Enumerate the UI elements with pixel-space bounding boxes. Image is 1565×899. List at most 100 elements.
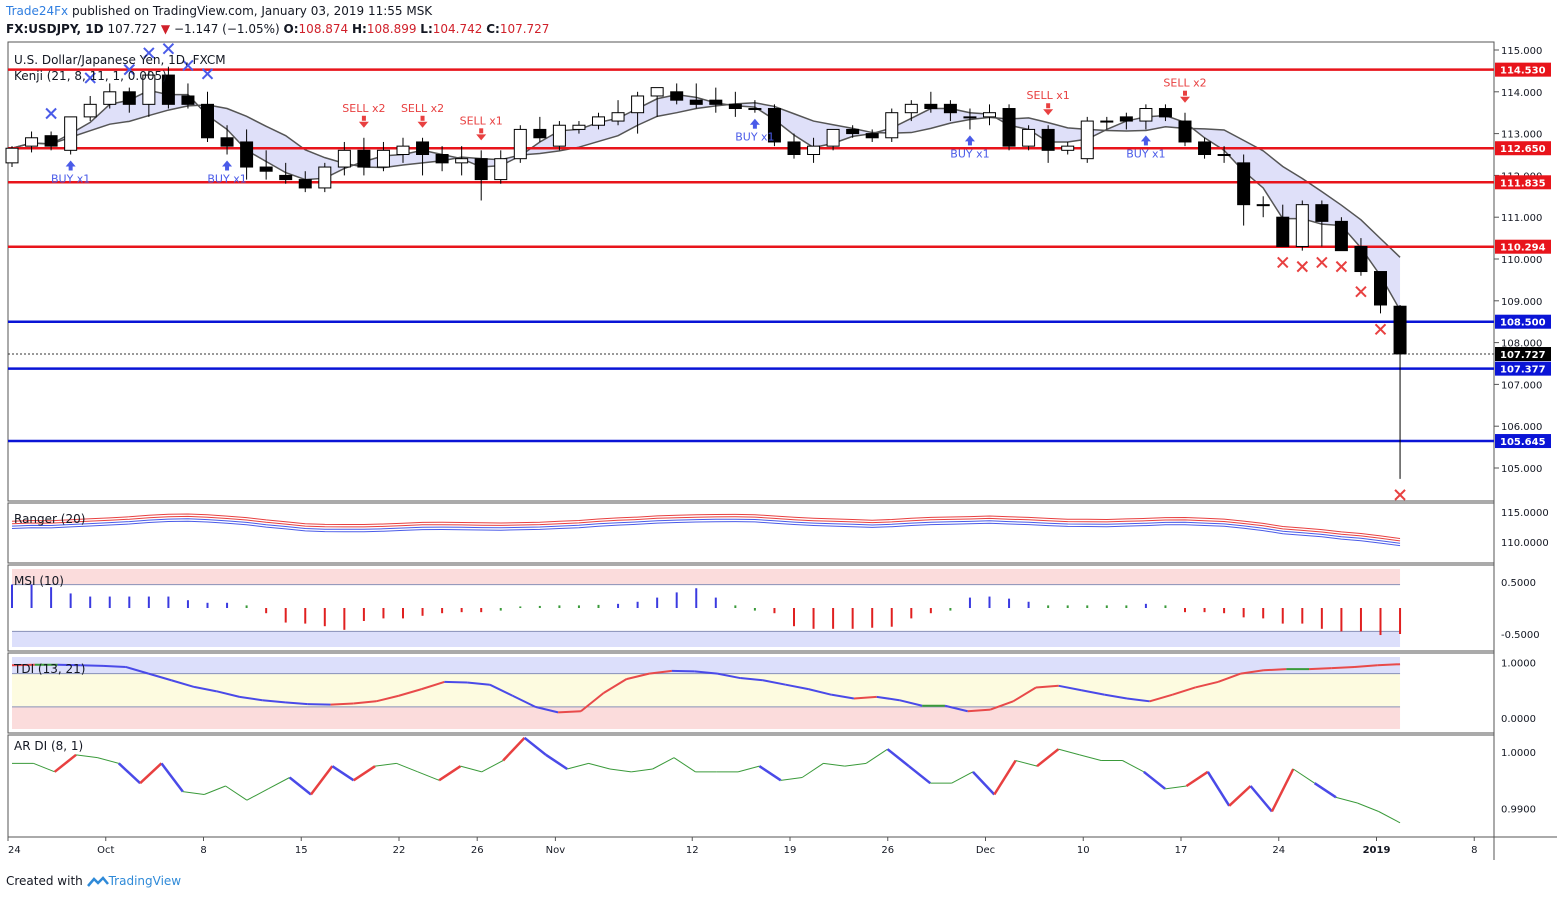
candle-body (44, 135, 58, 147)
candle-body (1002, 108, 1016, 147)
ardi-y-tick-label: 1.0000 (1501, 748, 1536, 759)
tdi-line-segment (353, 700, 377, 705)
buy-arrow-icon (222, 160, 233, 167)
candle-body (181, 95, 195, 105)
candle-body (1334, 220, 1348, 252)
ardi-line-segment (780, 777, 803, 781)
candle-body (904, 103, 918, 114)
buy-arrow-stem (225, 165, 230, 171)
ardi-line-segment (1143, 770, 1166, 790)
cross-down-icon (1335, 260, 1348, 273)
tdi-line-segment (1081, 689, 1105, 696)
ardi-line-segment (1058, 748, 1080, 756)
x-tick-label: 22 (393, 845, 406, 856)
ardi-line-segment (1206, 771, 1231, 807)
last-price-tag (1495, 347, 1551, 362)
ranger-band-line (11, 513, 1401, 539)
candle-body (767, 108, 781, 143)
ardi-line-segment (1313, 782, 1337, 799)
cross-up-icon (84, 72, 96, 84)
tradingview-link[interactable]: TradingView (108, 874, 182, 888)
tdi-line-segment (740, 677, 764, 682)
ranger-title: Ranger (20) (14, 512, 85, 526)
tdi-line-segment (1195, 680, 1219, 689)
publish-info: published on TradingView.com, January 03… (71, 4, 433, 18)
candle-body (807, 145, 821, 155)
x-tick-label: Oct (97, 845, 114, 856)
candle-body (611, 112, 625, 122)
sell-signal-label: SELL x2 (342, 102, 385, 115)
tdi-line-segment (80, 664, 104, 667)
tdi-line-segment (125, 666, 149, 675)
y-tick-label: 113.000 (1501, 130, 1542, 141)
ardi-line-segment (1378, 811, 1401, 824)
ardi-y-tick-label: 0.9900 (1501, 805, 1536, 816)
sell-arrow-icon (1180, 96, 1190, 103)
level-price-tag (1495, 239, 1551, 254)
tdi-line-segment (944, 704, 968, 713)
x-tick-label: 19 (784, 845, 797, 856)
tdi-line-segment (1331, 665, 1355, 670)
tdi-line-segment (899, 699, 923, 707)
sell-signal-label: SELL x2 (401, 102, 444, 115)
candle-body (435, 154, 449, 164)
candle-body (396, 145, 410, 155)
buy-signal-label: BUY x1 (950, 147, 989, 160)
buy-arrow-icon (65, 160, 76, 167)
tdi-line-segment (421, 680, 445, 691)
ardi-line-segment (460, 765, 482, 773)
y-tick-label: 109.000 (1501, 297, 1542, 308)
ranger-y-tick-label: 110.0000 (1501, 538, 1549, 549)
x-tick-label: 2019 (1363, 845, 1391, 856)
tdi-line-segment (512, 694, 536, 708)
candle-body (865, 133, 879, 139)
ardi-line-segment (204, 785, 226, 795)
high-label: H: (352, 22, 367, 36)
ardi-line-segment (801, 762, 824, 778)
panel-frame-ranger (7, 502, 1495, 564)
ardi-line-segment (331, 765, 355, 782)
tdi-line-segment (1308, 667, 1332, 671)
x-tick-label: 10 (1077, 845, 1090, 856)
candle-body (592, 116, 605, 126)
tdi-line-segment (398, 688, 422, 697)
tdi-line-segment (603, 678, 627, 694)
close-label: C: (486, 22, 500, 36)
buy-signal-label: BUY x1 (207, 173, 246, 186)
high-value: 108.899 (366, 22, 417, 36)
y-tick-label: 107.000 (1501, 380, 1542, 391)
candle-body (748, 108, 762, 111)
candle-body (1178, 120, 1192, 143)
author-link[interactable]: Trade24Fx (6, 4, 69, 18)
cross-down-icon (1296, 260, 1309, 273)
candle-body (220, 137, 234, 147)
ardi-line-segment (417, 771, 440, 781)
candle-body (1217, 154, 1231, 156)
tdi-y-tick-label: 1.0000 (1501, 659, 1536, 670)
level-price-tag (1495, 314, 1551, 329)
level-price-label: 107.377 (1500, 365, 1546, 376)
open-label: O: (283, 22, 299, 36)
tdi-line-segment (375, 694, 400, 703)
kenji-cloud (12, 90, 1401, 311)
tdi-line-segment (1240, 669, 1264, 675)
tdi-line-segment (57, 663, 81, 667)
tdi-line-segment (762, 679, 786, 686)
tdi-line-segment (11, 663, 35, 667)
tdi-line-segment (1035, 684, 1059, 689)
tdi-upper-zone (12, 657, 1401, 674)
tdi-line-segment (1058, 684, 1082, 692)
tdi-line-segment (284, 701, 308, 706)
tdi-line-segment (1149, 693, 1173, 703)
ardi-line-segment (182, 791, 205, 795)
tdi-line-segment (467, 681, 490, 686)
candle-body (846, 128, 860, 135)
candle-body (983, 112, 996, 118)
tdi-line-segment (1012, 686, 1037, 703)
candle-body (924, 103, 938, 110)
ardi-line-segment (309, 765, 334, 796)
ardi-line-segment (1335, 796, 1358, 804)
candle-body (1276, 216, 1290, 247)
close-value: 107.727 (499, 22, 550, 36)
